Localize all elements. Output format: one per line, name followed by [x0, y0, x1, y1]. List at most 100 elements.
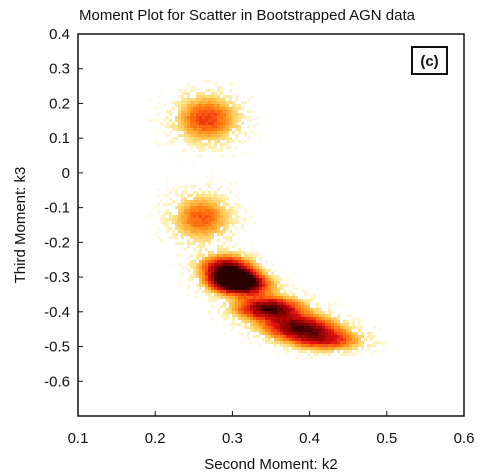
density-cell	[205, 134, 208, 137]
density-cell	[301, 350, 304, 353]
density-cell	[304, 347, 307, 350]
density-cell	[202, 110, 205, 113]
density-cell	[181, 149, 184, 152]
density-cell	[298, 341, 301, 344]
density-cell	[202, 284, 205, 287]
density-cell	[295, 302, 298, 305]
density-cell	[241, 287, 244, 290]
density-cell	[211, 119, 214, 122]
density-cell	[244, 209, 247, 212]
density-cell	[178, 110, 181, 113]
density-cell	[247, 137, 250, 140]
density-cell	[316, 317, 319, 320]
density-cell	[328, 329, 331, 332]
density-cell	[184, 140, 187, 143]
density-cell	[223, 116, 226, 119]
density-cell	[232, 296, 235, 299]
density-cell	[202, 230, 205, 233]
density-cell	[313, 320, 316, 323]
density-cell	[325, 335, 328, 338]
density-cell	[187, 113, 190, 116]
density-cell	[262, 269, 265, 272]
density-cell	[199, 128, 202, 131]
density-cell	[202, 278, 205, 281]
density-cell	[268, 302, 271, 305]
density-cell	[277, 275, 280, 278]
density-cell	[223, 122, 226, 125]
density-cell	[277, 329, 280, 332]
density-cell	[199, 236, 202, 239]
density-cell	[265, 326, 268, 329]
density-cell	[289, 305, 292, 308]
density-cell	[199, 281, 202, 284]
density-cell	[259, 140, 262, 143]
density-cell	[160, 239, 163, 242]
density-cell	[223, 332, 226, 335]
density-cell	[349, 326, 352, 329]
density-cell	[319, 308, 322, 311]
density-cell	[337, 338, 340, 341]
density-cell	[283, 311, 286, 314]
density-cell	[175, 188, 178, 191]
density-cell	[184, 233, 187, 236]
density-cell	[208, 224, 211, 227]
density-cell	[208, 278, 211, 281]
density-cell	[238, 317, 241, 320]
density-cell	[157, 143, 160, 146]
density-cell	[226, 131, 229, 134]
density-cell	[169, 227, 172, 230]
density-cell	[250, 272, 253, 275]
density-cell	[208, 230, 211, 233]
density-cell	[313, 332, 316, 335]
density-cell	[232, 116, 235, 119]
density-cell	[184, 119, 187, 122]
density-cell	[169, 86, 172, 89]
density-cell	[241, 278, 244, 281]
density-cell	[187, 98, 190, 101]
chart-title: Moment Plot for Scatter in Bootstrapped …	[79, 7, 416, 24]
density-cell	[220, 233, 223, 236]
density-cell	[328, 326, 331, 329]
density-cell	[271, 296, 274, 299]
density-cell	[226, 317, 229, 320]
density-cell	[217, 221, 220, 224]
density-cell	[196, 134, 199, 137]
density-cell	[178, 119, 181, 122]
density-cell	[199, 305, 202, 308]
density-cell	[259, 272, 262, 275]
density-cell	[211, 122, 214, 125]
density-cell	[214, 200, 217, 203]
density-cell	[184, 227, 187, 230]
density-cell	[172, 137, 175, 140]
density-cell	[178, 113, 181, 116]
density-cell	[181, 206, 184, 209]
density-cell	[229, 146, 232, 149]
density-cell	[286, 350, 289, 353]
density-cell	[217, 137, 220, 140]
density-cell	[223, 131, 226, 134]
density-cell	[175, 179, 178, 182]
density-cell	[202, 95, 205, 98]
density-cell	[211, 275, 214, 278]
density-cell	[172, 140, 175, 143]
density-cell	[226, 224, 229, 227]
density-cell	[226, 134, 229, 137]
density-cell	[265, 272, 268, 275]
density-cell	[184, 215, 187, 218]
density-cell	[262, 266, 265, 269]
density-cell	[211, 254, 214, 257]
density-cell	[175, 191, 178, 194]
density-cell	[358, 326, 361, 329]
density-cell	[223, 227, 226, 230]
density-cell	[358, 323, 361, 326]
density-cell	[304, 323, 307, 326]
density-cell	[184, 116, 187, 119]
density-cell	[256, 266, 259, 269]
density-cell	[223, 203, 226, 206]
density-cell	[193, 89, 196, 92]
density-cell	[226, 122, 229, 125]
density-cell	[175, 206, 178, 209]
density-cell	[187, 218, 190, 221]
density-cell	[352, 338, 355, 341]
